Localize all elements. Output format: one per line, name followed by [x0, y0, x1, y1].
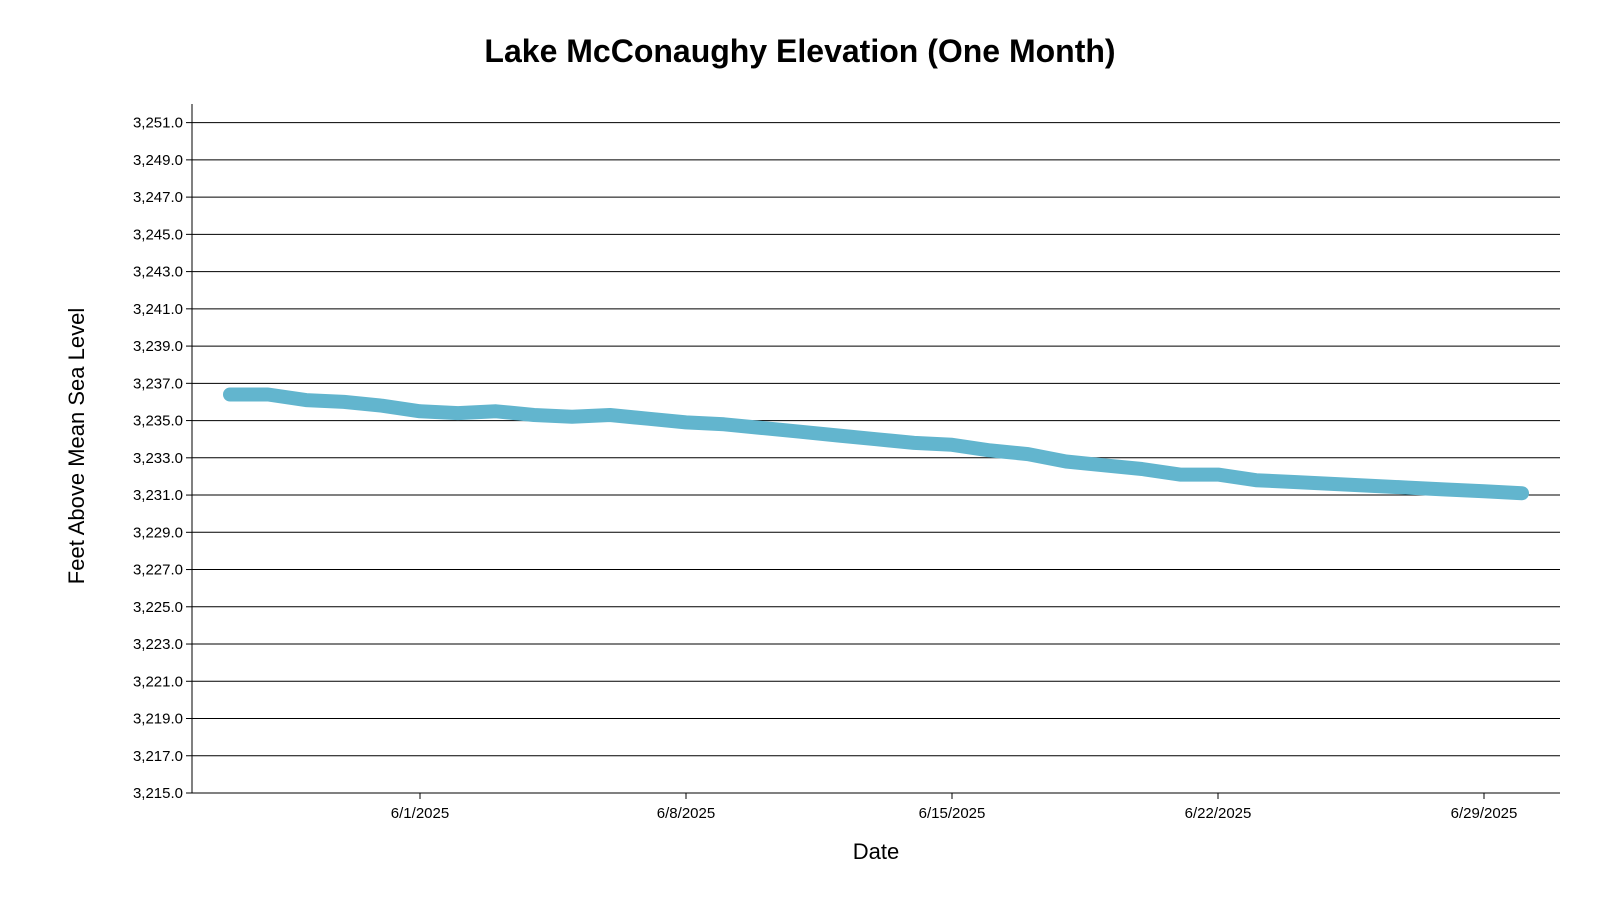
y-tick-label: 3,241.0: [133, 301, 183, 318]
y-tick-label: 3,227.0: [133, 562, 183, 579]
y-tick-label: 3,235.0: [133, 413, 183, 430]
y-tick-label: 3,233.0: [133, 450, 183, 467]
y-tick-label: 3,229.0: [133, 524, 183, 541]
y-tick-label: 3,245.0: [133, 226, 183, 243]
x-axis-ticks: 6/1/2025 6/8/2025 6/15/2025 6/22/2025 6/29/2…: [391, 793, 1518, 822]
y-tick-label: 3,225.0: [133, 599, 183, 616]
series-line-elevation: [223, 387, 1529, 501]
x-axis-title: Date: [853, 839, 899, 864]
y-tick-label: 3,249.0: [133, 152, 183, 169]
y-axis-title: Feet Above Mean Sea Level: [64, 308, 89, 584]
y-tick-label: 3,219.0: [133, 711, 183, 728]
x-tick-label: 6/1/2025: [391, 805, 449, 822]
y-axis-ticks: 3,215.0 3,217.0 3,219.0 3,221.0 3,223.0 3,225…: [133, 115, 192, 802]
y-tick-label: 3,217.0: [133, 748, 183, 765]
y-tick-label: 3,247.0: [133, 189, 183, 206]
y-tick-label: 3,243.0: [133, 264, 183, 281]
axes: [191, 104, 1560, 794]
x-tick-label: 6/29/2025: [1451, 805, 1518, 822]
y-tick-label: 3,223.0: [133, 636, 183, 653]
y-tick-label: 3,231.0: [133, 487, 183, 504]
x-tick-label: 6/15/2025: [919, 805, 986, 822]
chart-title: Lake McConaughy Elevation (One Month): [484, 33, 1115, 69]
y-tick-label: 3,237.0: [133, 375, 183, 392]
y-tick-label: 3,221.0: [133, 673, 183, 690]
y-tick-label: 3,215.0: [133, 785, 183, 802]
y-tick-label: 3,251.0: [133, 115, 183, 132]
x-tick-label: 6/22/2025: [1185, 805, 1252, 822]
x-tick-label: 6/8/2025: [657, 805, 715, 822]
series-layer: [223, 387, 1529, 501]
gridlines: [192, 122, 1560, 757]
y-tick-label: 3,239.0: [133, 338, 183, 355]
